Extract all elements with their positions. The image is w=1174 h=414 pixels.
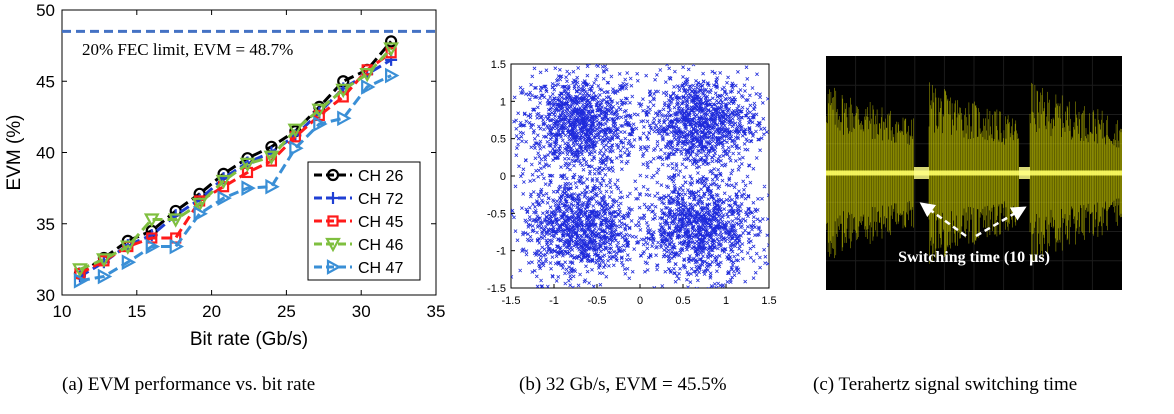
- switching-time-panel: Switching time (10 µs): [825, 56, 1122, 290]
- legend-item: CH 46: [314, 237, 403, 254]
- triangle-down-marker: [287, 123, 304, 138]
- y-tick-label: -0.5: [487, 208, 506, 220]
- caption-a: (a) EVM performance vs. bit rate: [62, 374, 316, 395]
- arrow-left: [919, 202, 967, 238]
- triangle-right-marker: [97, 268, 113, 285]
- triangle-right-marker: [289, 140, 304, 157]
- triangle-down-marker: [263, 150, 280, 166]
- y-tick-label: 0.5: [491, 134, 506, 146]
- legend-item: CH 47: [314, 259, 403, 277]
- constellation-points: [511, 64, 769, 288]
- triangle-right-marker: [169, 238, 184, 255]
- triangle-right-marker: [217, 190, 232, 206]
- triangle-down-marker: [191, 197, 208, 213]
- square-marker: [337, 91, 349, 103]
- x-tick-label: 20: [202, 302, 221, 321]
- triangle-down-marker: [215, 174, 232, 190]
- switching-time-label: Switching time (10 µs): [898, 249, 1050, 266]
- x-tick-label: 35: [427, 302, 446, 321]
- x-markers: [511, 64, 769, 288]
- y-tick-label: 1: [500, 96, 506, 108]
- fec-limit-label: 20% FEC limit, EVM = 48.7%: [82, 40, 293, 59]
- legend-item: CH 45: [314, 214, 403, 231]
- triangle-down-marker: [359, 68, 376, 83]
- caption-c: (c) Terahertz signal switching time: [813, 374, 1078, 395]
- x-tick-label: 30: [352, 302, 371, 321]
- x-tick-label: 1.5: [761, 295, 776, 307]
- x-tick-label: 10: [53, 302, 72, 321]
- series-line: [79, 47, 393, 271]
- triangle-right-marker: [193, 205, 208, 222]
- legend-label: CH 47: [358, 260, 403, 277]
- triangle-down-marker: [143, 213, 160, 228]
- triangle-right-marker: [73, 272, 89, 289]
- x-tick-label: 25: [277, 302, 296, 321]
- y-tick-label: -1: [496, 246, 506, 258]
- triangle-down-marker: [72, 263, 88, 278]
- x-tick-label: -1: [549, 295, 559, 307]
- y-axis-label: EVM (%): [4, 115, 25, 191]
- y-tick-label: 40: [36, 144, 55, 163]
- triangle-down-marker: [311, 103, 328, 119]
- legend-label: CH 72: [358, 191, 403, 208]
- triangle-down-marker: [335, 83, 352, 99]
- triangle-down-marker: [167, 213, 184, 228]
- evm-chart: 10 15 20 25 30 35 30 35 40 45 50 Bit rate (Gb/s) EVM…: [4, 1, 446, 350]
- triangle-right-marker: [326, 259, 342, 275]
- triangle-right-marker: [241, 180, 256, 196]
- square-marker: [327, 215, 339, 227]
- y-tick-label: 0: [500, 171, 506, 183]
- y-tick-label: 30: [36, 286, 55, 305]
- caption-b: (b) 32 Gb/s, EVM = 45.5%: [519, 374, 727, 395]
- constellation-panel: -1.5 -1 -0.5 0 0.5 1 1.5 -1.5 -1 -0.5 0 0.5 1 1.5: [480, 0, 780, 330]
- triangle-right-marker: [361, 79, 376, 95]
- triangle-down-marker: [96, 253, 112, 268]
- oscilloscope-trace: Switching time (10 µs): [825, 56, 1122, 290]
- triangle-right-marker: [337, 110, 352, 127]
- legend-item: CH 72: [314, 191, 403, 208]
- x-tick-label: -1.5: [502, 295, 521, 307]
- y-tick-label: 50: [36, 1, 55, 20]
- triangle-down-marker: [383, 42, 399, 57]
- evm-chart-panel: 10 15 20 25 30 35 30 35 40 45 50 Bit rate (Gb/s) EVM…: [0, 0, 460, 370]
- legend-label: CH 46: [358, 237, 403, 254]
- y-tick-label: 45: [36, 72, 55, 91]
- triangle-down-marker: [239, 157, 256, 173]
- x-axis-label: Bit rate (Gb/s): [190, 329, 308, 350]
- x-tick-label: 0.5: [675, 295, 690, 307]
- series-ch-47: [73, 67, 400, 289]
- square-marker: [385, 47, 397, 59]
- circle-marker: [326, 168, 340, 182]
- y-tick-label: 35: [36, 215, 55, 234]
- triangle-down-marker: [325, 237, 341, 253]
- legend-label: CH 26: [358, 168, 403, 185]
- x-tick-label: 15: [127, 302, 146, 321]
- constellation-chart: -1.5 -1 -0.5 0 0.5 1 1.5 -1.5 -1 -0.5 0 0.5 1 1.5: [487, 59, 777, 307]
- circle-marker: [385, 35, 398, 48]
- x-tick-label: -0.5: [588, 295, 607, 307]
- triangle-right-marker: [385, 67, 400, 84]
- triangle-right-marker: [145, 238, 161, 255]
- triangle-down-marker: [119, 240, 136, 255]
- series-ch-46: [72, 42, 399, 278]
- y-tick-label: 1.5: [491, 59, 506, 71]
- x-tick-label: 1: [723, 295, 729, 307]
- legend-label: CH 45: [358, 214, 403, 231]
- x-tick-label: 0: [637, 295, 643, 307]
- switching-gap: [1019, 167, 1030, 179]
- triangle-right-marker: [121, 254, 137, 271]
- triangle-right-marker: [265, 178, 280, 195]
- switching-gap: [914, 167, 929, 179]
- triangle-right-marker: [313, 116, 328, 132]
- y-tick-label: -1.5: [487, 283, 506, 295]
- legend-item: CH 26: [314, 168, 403, 185]
